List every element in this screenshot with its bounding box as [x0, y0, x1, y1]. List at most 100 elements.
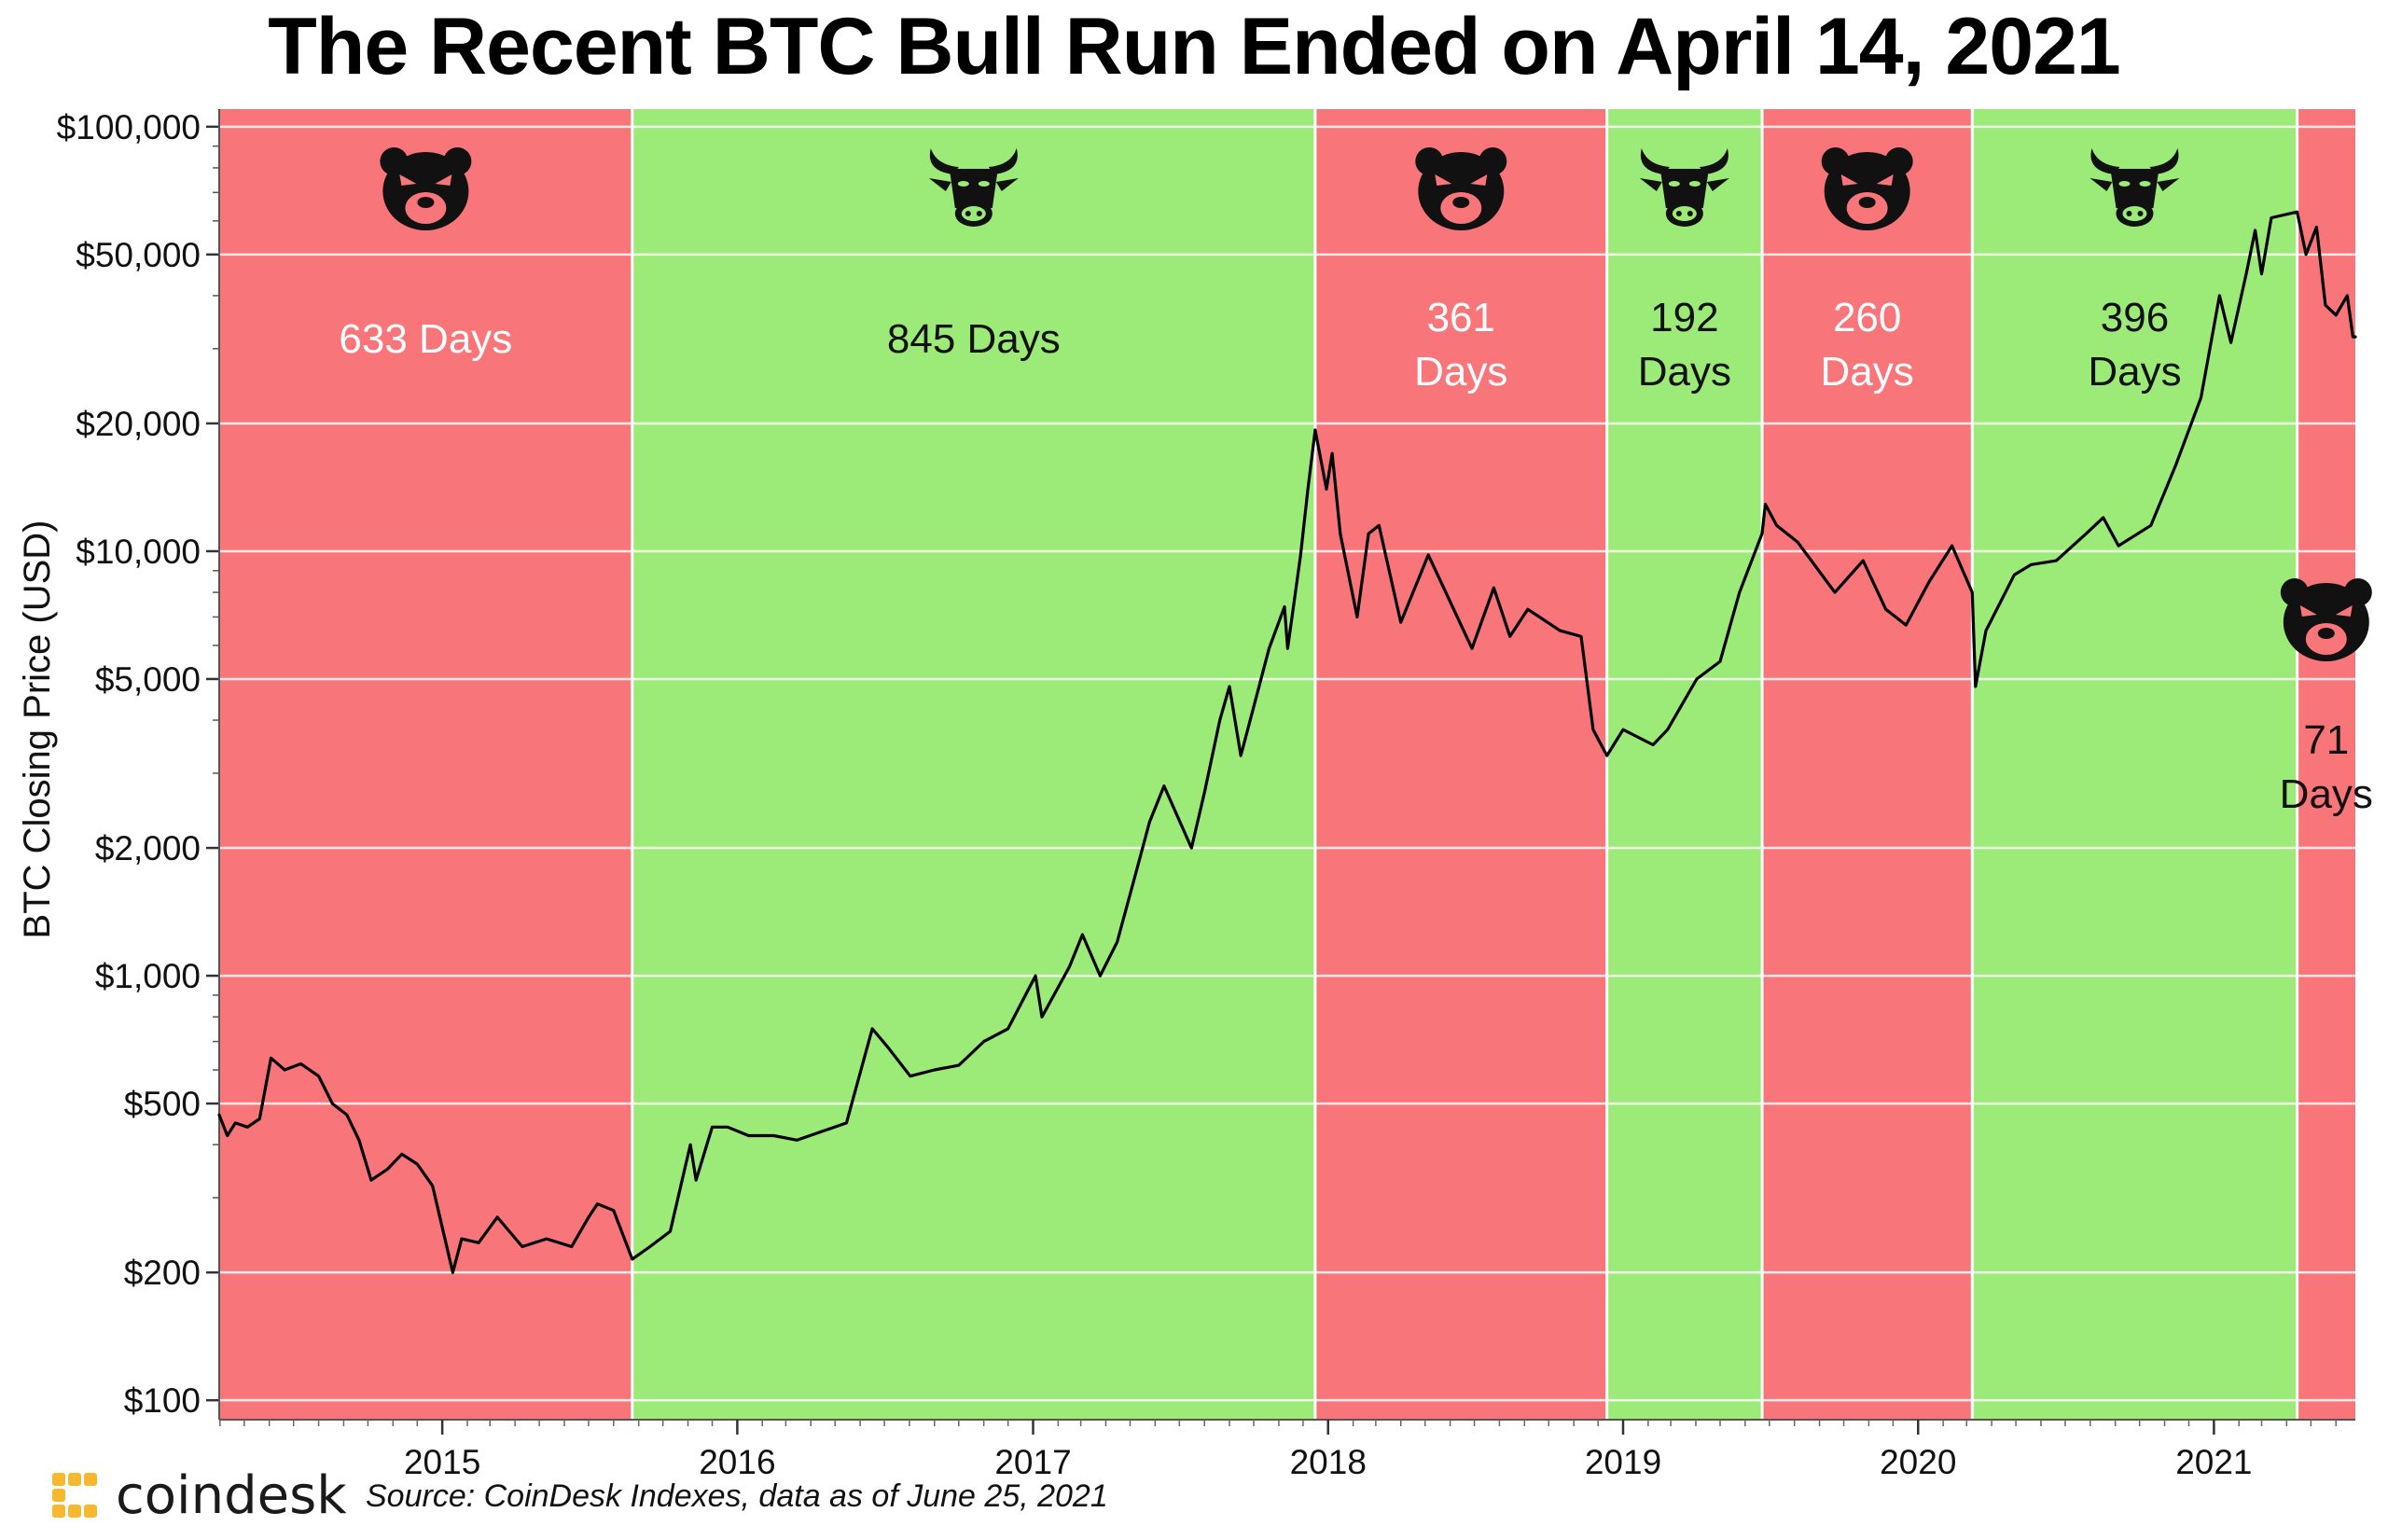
y-tick-label: $500: [124, 1085, 201, 1123]
y-tick-label: $100,000: [57, 108, 201, 146]
bull-ear: [1706, 178, 1729, 191]
regime-duration-label: 361: [1427, 295, 1495, 340]
y-tick-label: $100: [124, 1381, 201, 1420]
bull-eye: [978, 181, 990, 187]
chart-title: The Recent BTC Bull Run Ended on April 1…: [268, 2, 2120, 91]
bear-icon-group: [1821, 147, 1913, 230]
bull-head: [2110, 169, 2159, 208]
regime-duration-label: 192: [1650, 295, 1718, 340]
bull-nostril: [965, 211, 971, 216]
bull-snout-patch: [1672, 206, 1697, 221]
regime-duration-label: 260: [1833, 295, 1901, 340]
coindesk-logo: coindesk: [47, 1463, 347, 1528]
bull-horn: [988, 148, 1018, 174]
regime-duration-label: 71: [2303, 717, 2349, 763]
gridlines: [219, 125, 2355, 1402]
price-line-layer: [217, 210, 2357, 1274]
regime-band-bear: [219, 109, 632, 1420]
bear-eye: [2299, 605, 2317, 617]
bear-icon-group: [2280, 578, 2372, 661]
bull-eye: [957, 181, 969, 187]
regime-band-bull: [1972, 109, 2298, 1420]
bear-head: [2283, 583, 2369, 661]
bull-ear: [928, 178, 951, 191]
bear-eye: [399, 174, 417, 186]
bull-horn: [929, 148, 959, 174]
bear-nose: [1452, 197, 1470, 208]
bear-eye: [1470, 174, 1488, 186]
bull-ear: [1639, 178, 1662, 191]
bull-head: [1659, 169, 1709, 208]
y-tick-label: $10,000: [76, 533, 201, 571]
bear-nose: [1858, 197, 1876, 208]
bull-nostril: [2126, 211, 2132, 216]
bull-nostril: [1687, 211, 1693, 216]
regime-duration-label: Days: [2088, 349, 2181, 395]
bull-nostril: [2137, 211, 2144, 216]
bear-icon-group: [1415, 147, 1507, 230]
bull-icon-group: [928, 148, 1019, 227]
regime-duration-label: Days: [1638, 349, 1731, 395]
bull-horn: [2090, 148, 2120, 174]
bull-horn: [1699, 148, 1729, 174]
y-tick-label: $1,000: [95, 957, 201, 995]
y-tick-label: $20,000: [76, 405, 201, 443]
bull-ear: [995, 178, 1019, 191]
regime-band-bull: [632, 109, 1315, 1420]
bull-ear: [2090, 178, 2113, 191]
y-axis-label: BTC Closing Price (USD): [17, 520, 58, 939]
x-tick-label: 2019: [1585, 1443, 1661, 1481]
x-tick-label: 2018: [1290, 1443, 1367, 1481]
regime-band-bear: [2297, 109, 2355, 1420]
regime-duration-label: 633 Days: [339, 316, 512, 362]
bear-icon-group: [380, 147, 472, 230]
bear-head: [1418, 152, 1505, 230]
bear-nose: [417, 197, 435, 208]
bull-eye: [1668, 181, 1680, 187]
bull-ear: [2157, 178, 2180, 191]
bull-icon-group: [2090, 148, 2180, 227]
bull-snout-patch: [2122, 206, 2147, 221]
x-tick-label: 2016: [699, 1443, 775, 1481]
bear-eye: [2335, 605, 2353, 617]
bull-snout-patch: [961, 206, 986, 221]
coindesk-logo-icon: [52, 1473, 97, 1518]
y-tick-label: $5,000: [95, 660, 201, 699]
bull-horn: [2149, 148, 2179, 174]
regime-band-bear: [1762, 109, 1973, 1420]
regime-duration-label: 396: [2101, 295, 2169, 340]
y-tick-label: $2,000: [95, 829, 201, 867]
bull-eye: [1688, 181, 1701, 187]
btc-price-line: [217, 210, 2357, 1274]
y-tick-label: $200: [124, 1254, 201, 1292]
bear-head: [382, 152, 469, 230]
x-tick-label: 2015: [404, 1443, 480, 1481]
coindesk-logo-text: coindesk: [116, 1464, 347, 1526]
bull-nostril: [976, 211, 982, 216]
bull-horn: [1640, 148, 1670, 174]
bull-eye: [2139, 181, 2151, 187]
source-note: Source: CoinDesk Indexes, data as of Jun…: [366, 1478, 1108, 1514]
bull-head: [949, 169, 998, 208]
y-tick-label: $50,000: [76, 236, 201, 274]
regime-bands: [219, 109, 2355, 1420]
bear-eye: [1876, 174, 1894, 186]
regime-band-bull: [1606, 109, 1763, 1420]
bear-nose: [2317, 628, 2335, 639]
regime-duration-label: Days: [1821, 349, 1914, 395]
regime-duration-label: Days: [1414, 349, 1507, 395]
regime-labels: 633 Days 845 Days 361 Days 192 Days 260 Days 396…: [339, 147, 2373, 817]
x-tick-label: 2020: [1880, 1443, 1956, 1481]
axes: $100 $200 $500 $1,000 $2,000 $5,000 $10,000 $20…: [57, 108, 2355, 1481]
regime-duration-label: Days: [2280, 771, 2373, 817]
regime-band-bear: [1314, 109, 1607, 1420]
bull-nostril: [1675, 211, 1682, 216]
bear-head: [1824, 152, 1910, 230]
bull-eye: [2118, 181, 2131, 187]
x-tick-label: 2017: [994, 1443, 1071, 1481]
bull-icon-group: [1639, 148, 1729, 227]
bear-eye: [435, 174, 452, 186]
regime-duration-label: 845 Days: [887, 316, 1061, 362]
x-tick-label: 2021: [2175, 1443, 2252, 1481]
